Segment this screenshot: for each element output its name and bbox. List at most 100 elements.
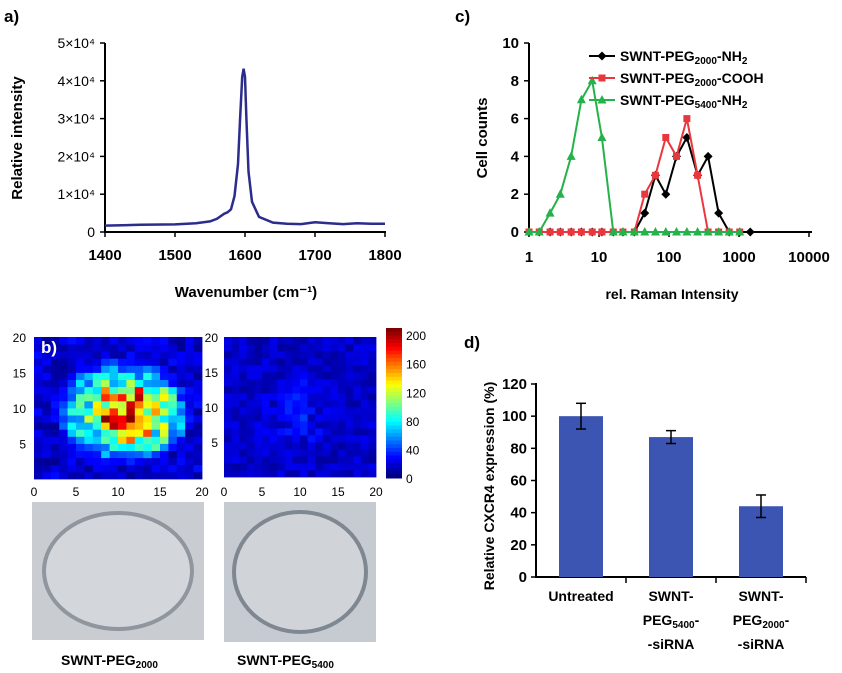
heatmap-cell <box>109 457 119 466</box>
heatmap-cell <box>59 337 68 345</box>
colorbar-segment <box>386 335 402 340</box>
heatmap-cell <box>292 365 301 373</box>
heatmap-cell <box>118 415 127 423</box>
heatmap-cell <box>360 456 369 464</box>
heatmap-cell <box>246 463 255 471</box>
heatmap-cell <box>118 429 127 437</box>
heatmap-cell <box>92 358 102 366</box>
heatmap-cell <box>109 464 119 473</box>
heatmap-cell <box>277 456 286 464</box>
heatmap-cell <box>231 344 240 352</box>
heatmap-cell <box>307 463 316 471</box>
panel-a-ylabel: Relative intensity <box>9 76 26 200</box>
heatmap-cell <box>67 358 77 366</box>
heatmap-cell <box>307 358 316 366</box>
heatmap-cell <box>246 393 255 401</box>
heatmap-cell <box>143 457 152 466</box>
heatmap-cell <box>126 443 136 451</box>
heatmap-cell <box>168 436 178 444</box>
heatmap-cell <box>168 408 178 416</box>
heatmap-cell <box>315 365 324 373</box>
heatmap-cell <box>151 450 161 459</box>
heatmap-cell <box>262 449 270 457</box>
heatmap-cell <box>59 386 68 395</box>
heatmap-cell <box>176 337 186 345</box>
heatmap-left-xtick-label: 20 <box>195 485 209 499</box>
heatmap-cell <box>134 386 144 395</box>
heatmap-cell <box>262 351 270 359</box>
heatmap-cell <box>193 386 203 395</box>
heatmap-cell <box>224 358 232 366</box>
heatmap-cell <box>254 351 263 359</box>
heatmap-cell <box>143 408 152 416</box>
panel-c-legend-marker <box>598 74 606 82</box>
heatmap-cell <box>134 351 144 359</box>
panel-c-data-point <box>735 227 745 236</box>
heatmap-cell <box>338 393 346 401</box>
heatmap-cell <box>345 407 354 415</box>
heatmap-cell <box>300 449 308 457</box>
heatmap-cell <box>345 386 354 394</box>
heatmap-cell <box>76 344 85 352</box>
colorbar-segment <box>386 421 402 426</box>
heatmap-cell <box>345 421 354 429</box>
heatmap-cell <box>59 393 68 402</box>
heatmap-cell <box>67 436 77 444</box>
heatmap-cell <box>360 379 369 387</box>
heatmap-cell <box>76 358 85 366</box>
colorbar-segment <box>386 328 402 333</box>
panel-d-category-label: PEG2000- <box>733 612 790 631</box>
heatmap-cell <box>92 429 102 437</box>
panel-c-data-point <box>641 190 649 198</box>
heatmap-left-ytick-label: 10 <box>13 402 27 416</box>
heatmap-cell <box>262 379 270 387</box>
colorbar-segment <box>386 369 402 374</box>
heatmap-cell <box>262 421 270 429</box>
heatmap-cell <box>151 429 161 437</box>
panel-c-data-point <box>588 228 596 236</box>
heatmap-cell <box>76 457 85 466</box>
heatmap-cell <box>42 393 52 402</box>
heatmap-cell <box>160 393 169 402</box>
heatmap-cell <box>315 372 324 380</box>
heatmap-cell <box>338 442 346 450</box>
heatmap-cell <box>262 372 270 380</box>
colorbar-segment <box>386 350 402 355</box>
panel-c-ytick-label: 10 <box>502 35 519 52</box>
heatmap-cell <box>277 351 286 359</box>
panel-c-data-point <box>556 228 564 236</box>
heatmap-cell <box>50 372 60 380</box>
heatmap-cell <box>67 457 77 466</box>
panel-d-label: d) <box>464 333 480 352</box>
heatmap-cell <box>300 400 308 408</box>
heatmap-cell <box>315 379 324 387</box>
colorbar-segment <box>386 380 402 385</box>
heatmap-cell <box>92 443 102 451</box>
heatmap-cell <box>239 337 248 345</box>
heatmap-cell <box>292 435 301 443</box>
heatmap-cell <box>284 400 293 408</box>
heatmap-cell <box>277 470 286 478</box>
heatmap-cell <box>300 428 308 436</box>
panel-d-ytick-label: 120 <box>502 376 527 393</box>
heatmap-cell <box>338 414 346 422</box>
heatmap-cell <box>118 358 127 366</box>
heatmap-cell <box>231 463 240 471</box>
heatmap-cell <box>322 414 331 422</box>
heatmap-cell <box>118 457 127 466</box>
colorbar-segment <box>386 466 402 471</box>
heatmap-cell <box>109 443 119 451</box>
panel-d-ytick-label: 40 <box>510 505 527 522</box>
heatmap-cell <box>224 365 232 373</box>
panel-c-data-point <box>661 189 671 199</box>
heatmap-cell <box>345 379 354 387</box>
heatmap-cell <box>109 358 119 366</box>
panel-c-legend-marker <box>597 95 607 104</box>
heatmap-cell <box>185 429 194 437</box>
heatmap-cell <box>231 428 240 436</box>
heatmap-cell <box>330 372 339 380</box>
panel-c-series-0 <box>524 133 755 237</box>
heatmap-cell <box>330 400 339 408</box>
heatmap-cell <box>231 365 240 373</box>
heatmap-right-xtick-label: 10 <box>293 485 307 499</box>
